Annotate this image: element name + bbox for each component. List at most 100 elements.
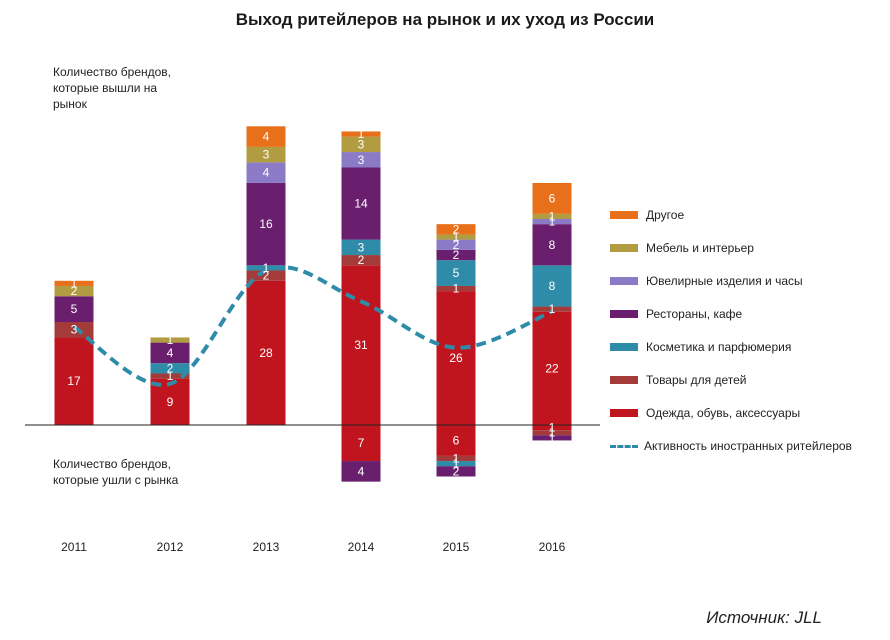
bar-label-2016-s6-entered: 6 bbox=[549, 191, 556, 205]
legend-item-2: Косметика и парфюмерия bbox=[610, 337, 791, 357]
bar-segment-2011-s1-entered bbox=[54, 322, 94, 338]
bar-segment-2012-s5-entered bbox=[150, 337, 190, 343]
bar-segment-2014-s5-entered bbox=[341, 136, 381, 153]
bar-label-2015-s1-entered: 1 bbox=[453, 282, 460, 296]
bar-label-2012-s2-entered: 2 bbox=[167, 361, 174, 375]
bar-label-2015-s0-entered: 26 bbox=[449, 351, 463, 365]
bar-label-2011-s1-entered: 3 bbox=[71, 323, 78, 337]
bar-label-2016-s1-exited: 1 bbox=[549, 426, 556, 440]
activity-line-layer bbox=[72, 265, 553, 387]
bar-segment-2014-s1-entered bbox=[341, 255, 381, 266]
bar-label-2014-s6-entered: 1 bbox=[358, 127, 365, 141]
bars-layer bbox=[54, 126, 572, 482]
bar-label-2016-s1-entered: 1 bbox=[549, 302, 556, 316]
bar-label-2011-s6-entered: 1 bbox=[71, 276, 78, 290]
bar-label-2016-s0-entered: 22 bbox=[545, 361, 559, 375]
x-tick-2016: 2016 bbox=[539, 540, 566, 554]
legend-swatch bbox=[610, 376, 638, 384]
bar-label-2015-s5-entered: 1 bbox=[453, 230, 460, 244]
x-axis-labels: 2011 2012 2013 2014 2015 2016 bbox=[61, 540, 566, 554]
bar-label-2013-s6-entered: 4 bbox=[263, 130, 270, 144]
bar-label-2016-s3-exited: 1 bbox=[549, 431, 556, 445]
bar-segment-2013-s2-entered bbox=[246, 265, 286, 271]
legend-swatch bbox=[610, 310, 638, 318]
bar-segment-2013-s0-entered bbox=[246, 280, 286, 425]
legend-label: Одежда, обувь, аксессуары bbox=[646, 406, 801, 420]
bar-label-2016-s2-entered: 8 bbox=[549, 279, 556, 293]
bar-segment-2014-s6-entered bbox=[341, 131, 381, 137]
legend-label: Активность иностранных ритейлеров bbox=[644, 439, 852, 453]
x-tick-2015: 2015 bbox=[443, 540, 470, 554]
bar-segment-2015-s1-entered bbox=[436, 285, 476, 292]
bar-label-2014-s5-entered: 3 bbox=[358, 137, 365, 151]
bar-label-2011-s3-entered: 5 bbox=[71, 302, 78, 316]
bar-segment-2015-s2-entered bbox=[436, 260, 476, 286]
bar-label-2011-s5-entered: 2 bbox=[71, 284, 78, 298]
x-tick-2013: 2013 bbox=[253, 540, 280, 554]
bar-label-2012-s5-entered: 1 bbox=[167, 333, 174, 347]
bar-label-2013-s2-entered: 1 bbox=[263, 261, 270, 275]
x-tick-2012: 2012 bbox=[157, 540, 184, 554]
source-note: Источник: JLL bbox=[706, 608, 822, 627]
legend-label: Другое bbox=[646, 208, 685, 222]
value-labels-layer: 1735219124128211643431723144331266115122… bbox=[67, 127, 559, 478]
legend-swatch bbox=[610, 277, 638, 285]
bar-segment-2015-s0-exited bbox=[436, 425, 476, 456]
bar-label-2014-s1-entered: 2 bbox=[358, 253, 365, 267]
bar-label-2014-s0-entered: 31 bbox=[354, 338, 368, 352]
bar-segment-2011-s5-entered bbox=[54, 285, 94, 297]
bar-segment-2016-s6-entered bbox=[532, 182, 572, 214]
legend-label: Ювелирные изделия и часы bbox=[646, 274, 803, 288]
bar-segment-2013-s5-entered bbox=[246, 146, 286, 163]
bar-segment-2013-s1-entered bbox=[246, 270, 286, 281]
activity-line bbox=[72, 265, 553, 387]
bar-segment-2014-s4-entered bbox=[341, 152, 381, 168]
bar-segment-2015-s6-entered bbox=[436, 224, 476, 235]
bar-segment-2016-s5-entered bbox=[532, 213, 572, 219]
bar-segment-2011-s3-entered bbox=[54, 296, 94, 322]
bar-label-2014-s0-exited: 7 bbox=[358, 436, 365, 450]
chart-title: Выход ритейлеров на рынок и их уход из Р… bbox=[235, 10, 655, 29]
bar-segment-2014-s3-entered bbox=[341, 167, 381, 240]
legend-swatch bbox=[610, 343, 638, 351]
bar-label-2013-s5-entered: 3 bbox=[263, 148, 270, 162]
bar-label-2016-s4-entered: 1 bbox=[549, 215, 556, 229]
bar-label-2011-s0-entered: 17 bbox=[67, 374, 81, 388]
legend-dash-swatch bbox=[610, 444, 638, 448]
bar-label-2013-s3-entered: 16 bbox=[259, 217, 273, 231]
bar-segment-2016-s3-entered bbox=[532, 224, 572, 266]
bar-segment-2016-s4-entered bbox=[532, 219, 572, 225]
bar-segment-2014-s3-exited bbox=[341, 461, 381, 482]
bar-label-2016-s3-entered: 8 bbox=[549, 238, 556, 252]
bar-label-2015-s6-entered: 2 bbox=[453, 222, 460, 236]
bar-segment-2015-s2-exited bbox=[436, 461, 476, 467]
bar-segment-2015-s1-exited bbox=[436, 455, 476, 462]
bar-label-2014-s4-entered: 3 bbox=[358, 153, 365, 167]
legend-item-3: Рестораны, кафе bbox=[610, 304, 742, 324]
bar-label-2014-s2-entered: 3 bbox=[358, 240, 365, 254]
bar-segment-2015-s3-entered bbox=[436, 249, 476, 261]
bar-segment-2015-s3-exited bbox=[436, 466, 476, 477]
bar-segment-2011-s0-entered bbox=[54, 337, 94, 425]
legend-item-activity-line: Активность иностранных ритейлеров bbox=[610, 436, 852, 456]
bar-segment-2016-s1-exited bbox=[532, 430, 572, 436]
bar-label-2015-s0-exited: 6 bbox=[453, 433, 460, 447]
legend-item-5: Мебель и интерьер bbox=[610, 238, 754, 258]
bar-label-2015-s3-exited: 2 bbox=[453, 464, 460, 478]
bar-segment-2016-s3-exited bbox=[532, 435, 572, 441]
bar-segment-2014-s0-entered bbox=[341, 265, 381, 425]
bar-label-2015-s2-exited: 1 bbox=[453, 457, 460, 471]
bar-segment-2015-s0-entered bbox=[436, 291, 476, 425]
legend-label: Косметика и парфюмерия bbox=[646, 340, 792, 354]
bar-label-2016-s0-exited: 1 bbox=[549, 421, 556, 435]
bar-label-2015-s1-exited: 1 bbox=[453, 451, 460, 465]
legend-label: Мебель и интерьер bbox=[646, 241, 754, 255]
legend-swatch bbox=[610, 244, 638, 252]
bar-label-2012-s3-entered: 4 bbox=[167, 346, 174, 360]
legend-item-4: Ювелирные изделия и часы bbox=[610, 271, 803, 291]
bar-segment-2015-s4-entered bbox=[436, 239, 476, 250]
bar-label-2012-s1-entered: 1 bbox=[167, 369, 174, 383]
bar-segment-2016-s1-entered bbox=[532, 306, 572, 312]
legend-swatch bbox=[610, 409, 638, 417]
